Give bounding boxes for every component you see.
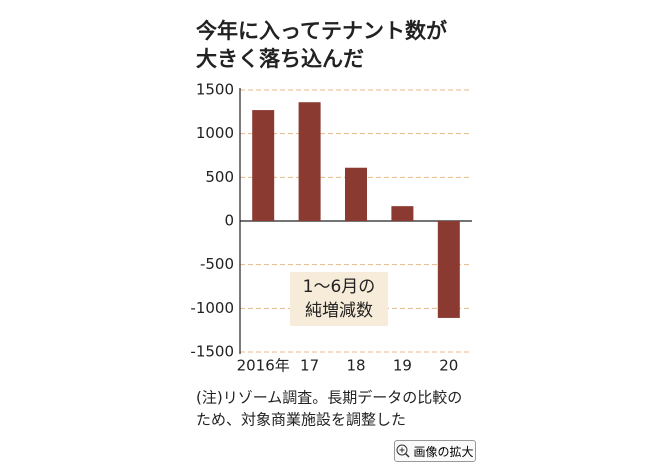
x-tick-label: 2016年 [237,357,290,375]
annotation: 純増減数 [305,301,373,321]
note: (注)リゾーム調査。長期データの比較の [196,389,462,407]
annotation-box [290,272,388,326]
y-tick-label: -1000 [190,299,234,317]
x-tick-label: 18 [346,357,365,375]
bar [345,167,367,221]
zoom-icon [396,444,411,458]
annotation: 1～6月の [303,277,376,297]
zoom-button[interactable]: 画像の拡大 [394,440,476,462]
y-tick-label: -500 [200,255,234,273]
zoom-label: 画像の拡大 [413,444,474,459]
y-tick-label: -1500 [190,343,234,361]
bar [298,102,321,221]
x-tick-label: 19 [393,357,412,375]
y-tick-label: 1500 [196,81,234,99]
y-tick-label: 500 [205,168,234,186]
chart-title: 今年に入ってテナント数が [196,19,447,43]
bar [252,110,275,221]
bar [391,206,414,221]
y-tick-label: 0 [224,212,234,230]
chart-title: 大きく落ち込んだ [196,47,364,71]
bar [437,221,460,318]
x-tick-label: 20 [439,357,458,375]
note: ため、対象商業施設を調整した [196,411,406,429]
x-tick-label: 17 [300,357,319,375]
y-tick-label: 1000 [196,124,234,142]
